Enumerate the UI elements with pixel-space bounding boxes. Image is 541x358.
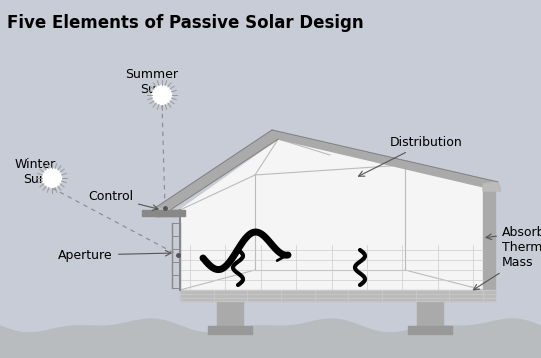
Polygon shape xyxy=(483,182,501,191)
Text: Five Elements of Passive Solar Design: Five Elements of Passive Solar Design xyxy=(7,14,364,32)
Text: Absorber: Absorber xyxy=(486,226,541,240)
Polygon shape xyxy=(0,319,541,358)
Text: Distribution: Distribution xyxy=(359,135,463,176)
Polygon shape xyxy=(272,130,501,191)
Polygon shape xyxy=(155,130,278,217)
Bar xyxy=(217,301,243,326)
Text: Summer
Sun: Summer Sun xyxy=(126,68,179,96)
Bar xyxy=(417,301,443,326)
Circle shape xyxy=(42,168,62,188)
Polygon shape xyxy=(142,210,185,216)
Bar xyxy=(483,184,495,290)
Bar xyxy=(208,326,252,334)
Text: Aperture: Aperture xyxy=(58,248,171,261)
Text: Winter
Sun: Winter Sun xyxy=(15,158,56,186)
Bar xyxy=(180,290,495,301)
Bar xyxy=(408,326,452,334)
Polygon shape xyxy=(155,208,180,217)
Text: Control: Control xyxy=(88,190,158,211)
Text: Thermal
Mass: Thermal Mass xyxy=(473,241,541,290)
Circle shape xyxy=(152,85,172,105)
Polygon shape xyxy=(180,139,483,290)
